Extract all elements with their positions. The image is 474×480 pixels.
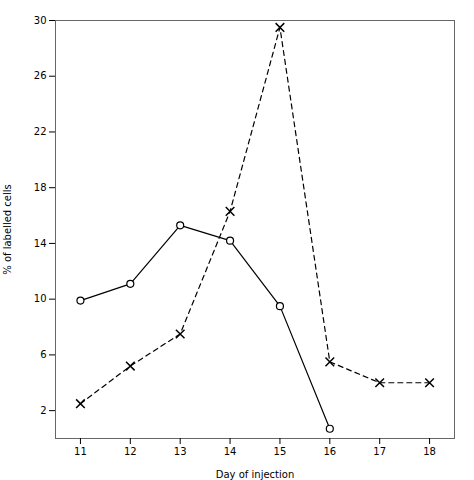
svg-text:18: 18 xyxy=(34,182,47,193)
svg-text:12: 12 xyxy=(124,446,137,457)
svg-text:18: 18 xyxy=(423,446,436,457)
svg-text:15: 15 xyxy=(274,446,287,457)
svg-text:11: 11 xyxy=(74,446,87,457)
svg-text:Day of injection: Day of injection xyxy=(216,469,294,480)
svg-text:22: 22 xyxy=(34,126,47,137)
svg-text:16: 16 xyxy=(323,446,336,457)
svg-text:14: 14 xyxy=(224,446,237,457)
svg-text:26: 26 xyxy=(34,70,47,81)
svg-text:13: 13 xyxy=(174,446,187,457)
svg-text:14: 14 xyxy=(34,238,47,249)
svg-text:2: 2 xyxy=(40,405,46,416)
svg-text:30: 30 xyxy=(34,15,47,26)
svg-text:% of labelled cells: % of labelled cells xyxy=(2,184,13,275)
svg-text:6: 6 xyxy=(40,349,46,360)
svg-text:17: 17 xyxy=(373,446,386,457)
svg-text:10: 10 xyxy=(34,293,47,304)
